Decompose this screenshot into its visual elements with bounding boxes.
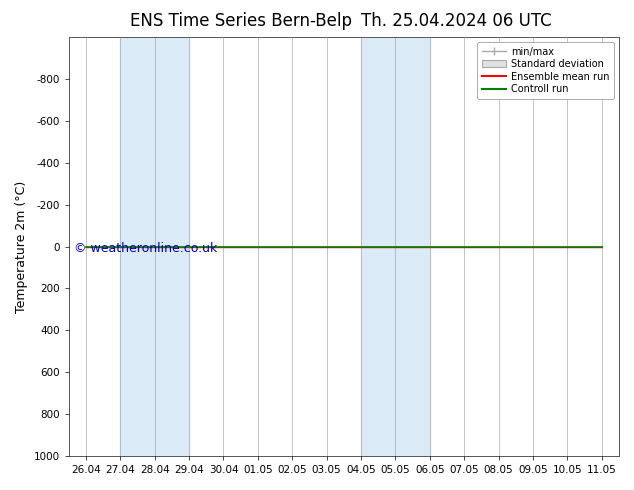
- Y-axis label: Temperature 2m (°C): Temperature 2m (°C): [15, 180, 28, 313]
- Text: ENS Time Series Bern-Belp: ENS Time Series Bern-Belp: [130, 12, 352, 30]
- Legend: min/max, Standard deviation, Ensemble mean run, Controll run: min/max, Standard deviation, Ensemble me…: [477, 42, 614, 99]
- Text: Th. 25.04.2024 06 UTC: Th. 25.04.2024 06 UTC: [361, 12, 552, 30]
- Text: © weatheronline.co.uk: © weatheronline.co.uk: [74, 242, 217, 255]
- Bar: [120, 37, 189, 456]
- Bar: [361, 37, 430, 456]
